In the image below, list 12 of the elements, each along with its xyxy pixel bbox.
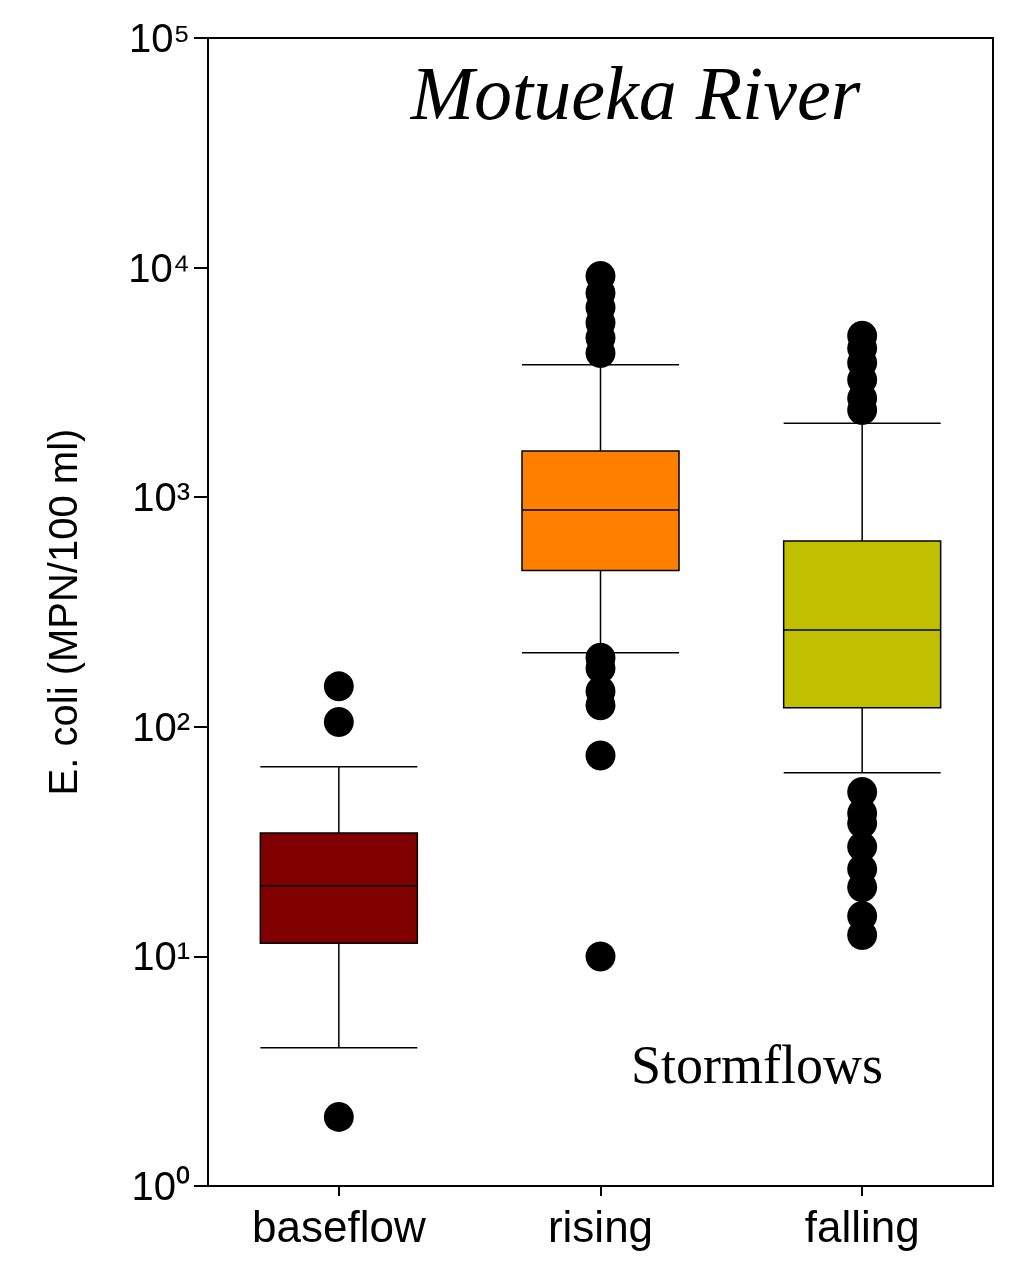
y-tick-label: 10³ xyxy=(132,475,190,520)
y-tick-label: 10⁴ xyxy=(128,245,190,290)
x-tick-label: falling xyxy=(804,1201,920,1251)
y-tick-label: 10⁰ xyxy=(131,1164,190,1208)
y-tick-label: 10² xyxy=(132,704,190,749)
annotation: Stormflows xyxy=(630,1035,884,1095)
chart-title: Motueka River xyxy=(409,51,861,135)
y-axis-title: E. coli (MPN/100 ml) xyxy=(41,428,85,796)
y-tick-label: 10⁵ xyxy=(128,16,190,60)
x-tick-label: rising xyxy=(547,1201,654,1251)
y-tick-label: 10¹ xyxy=(132,934,190,979)
x-tick-label: baseflow xyxy=(252,1201,426,1251)
